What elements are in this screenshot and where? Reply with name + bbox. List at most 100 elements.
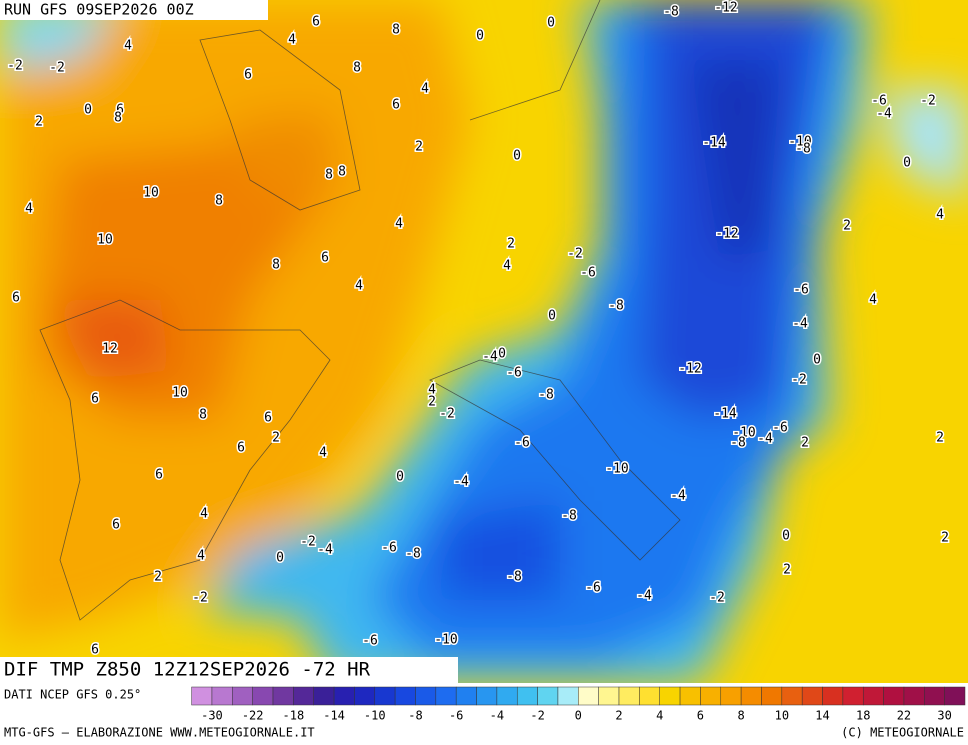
colorbar-box [598,686,620,706]
contour-label: -14 [702,136,726,151]
contour-label: 0 [903,156,911,171]
contour-label: 6 [237,441,245,456]
colorbar-box [333,686,355,706]
contour-label: 2 [783,563,791,578]
contour-label: -8 [663,5,679,20]
colorbar-box [801,686,823,706]
contour-label: 2 [941,531,949,546]
colorbar-box [354,686,376,706]
contour-label: -6 [580,266,596,281]
colorbar-box [822,686,844,706]
colorbar-box [924,686,945,706]
contour-label: 4 [428,383,436,398]
colorbar-box [211,686,233,706]
contour-label: -6 [506,366,522,381]
colorbar-tick-label: -18 [283,709,305,723]
contour-label: -4 [482,350,498,365]
contour-label: 2 [415,140,423,155]
run-label: RUN GFS 09SEP2026 00Z [4,1,194,19]
colorbar-box [903,686,925,706]
colorbar-box [842,686,864,706]
contour-label: 6 [264,411,272,426]
contour-label: 4 [936,208,944,223]
contour-label: -12 [714,1,737,16]
contour-label: -4 [636,589,652,604]
contour-label: -6 [871,94,887,109]
contour-label: -2 [791,373,807,388]
contour-label: 10 [97,233,113,248]
colorbar-box [578,686,599,706]
colorbar-box [191,686,213,706]
contour-label: -8 [730,436,746,451]
contour-label: -8 [608,299,624,314]
colorbar-box [435,686,457,706]
colorbar-tick-label: -14 [323,709,345,723]
contour-label: 2 [843,219,851,234]
contour-label: 4 [355,279,363,294]
contour-label: 4 [288,33,296,48]
contour-label: 6 [155,468,163,483]
colorbar-box [557,686,579,706]
colorbar-tick-label: -30 [201,709,223,723]
contour-label: 2 [272,431,280,446]
contour-label: 10 [143,186,159,201]
colorbar-tick-label: 4 [656,709,663,723]
contour-label: -10 [788,135,811,150]
contour-label: 4 [319,446,327,461]
contour-label: 0 [396,470,404,485]
colorbar-tick-label: -2 [530,709,544,723]
contour-label: 6 [91,643,99,658]
contour-label: 6 [312,15,320,30]
colorbar-box [862,686,884,706]
footer-right: (C) METEOGIORNALE [841,726,964,740]
contour-label: -10 [605,462,628,477]
contour-label: 6 [392,98,400,113]
colorbar-box [740,686,762,706]
colorbar-tick-label: -8 [408,709,422,723]
colorbar-box [720,686,742,706]
contour-label: -2 [920,94,936,109]
colorbar-box [516,686,538,706]
contour-label: 8 [114,111,122,126]
colorbar-box [883,686,905,706]
contour-label: 4 [395,217,403,232]
contour-label: 12 [102,342,118,357]
contour-label: -6 [514,436,530,451]
colorbar-tick-label: 8 [738,709,745,723]
contour-label: 2 [154,570,162,585]
contour-label: -2 [300,535,316,550]
colorbar-tick-label: 22 [897,709,911,723]
contour-label: 0 [548,309,556,324]
contour-label: -8 [561,509,577,524]
contour-label: -4 [876,107,892,122]
contour-label: 8 [338,165,346,180]
contour-label: -2 [192,591,208,606]
contour-label: -10 [732,426,755,441]
colorbar-box [496,686,518,706]
contour-label: 4 [25,202,33,217]
contour-label: -4 [317,543,333,558]
colorbar-box [252,686,274,706]
colorbar-box [415,686,437,706]
colorbar-box [476,686,498,706]
contour-label: 8 [353,61,361,76]
colorbar-tick-label: 6 [697,709,704,723]
contour-label: -4 [453,475,469,490]
contour-label: -4 [757,432,773,447]
run-box [0,0,268,20]
contour-label: 0 [498,347,506,362]
contour-label: -4 [792,317,808,332]
contour-label: -2 [49,61,65,76]
colorbar-box [679,686,701,706]
map-title: DIF TMP Z850 12Z12SEP2026 -72 HR [4,659,371,681]
contour-label: -2 [709,591,725,606]
contour-label: 2 [801,436,809,451]
contour-label: 4 [869,293,877,308]
contour-label: 0 [84,103,92,118]
colorbar-box [394,686,416,706]
contour-label: 6 [91,392,99,407]
contour-label: 4 [124,39,132,54]
footer-left: MTG-GFS – ELABORAZIONE WWW.METEOGIORNALE… [4,726,315,740]
